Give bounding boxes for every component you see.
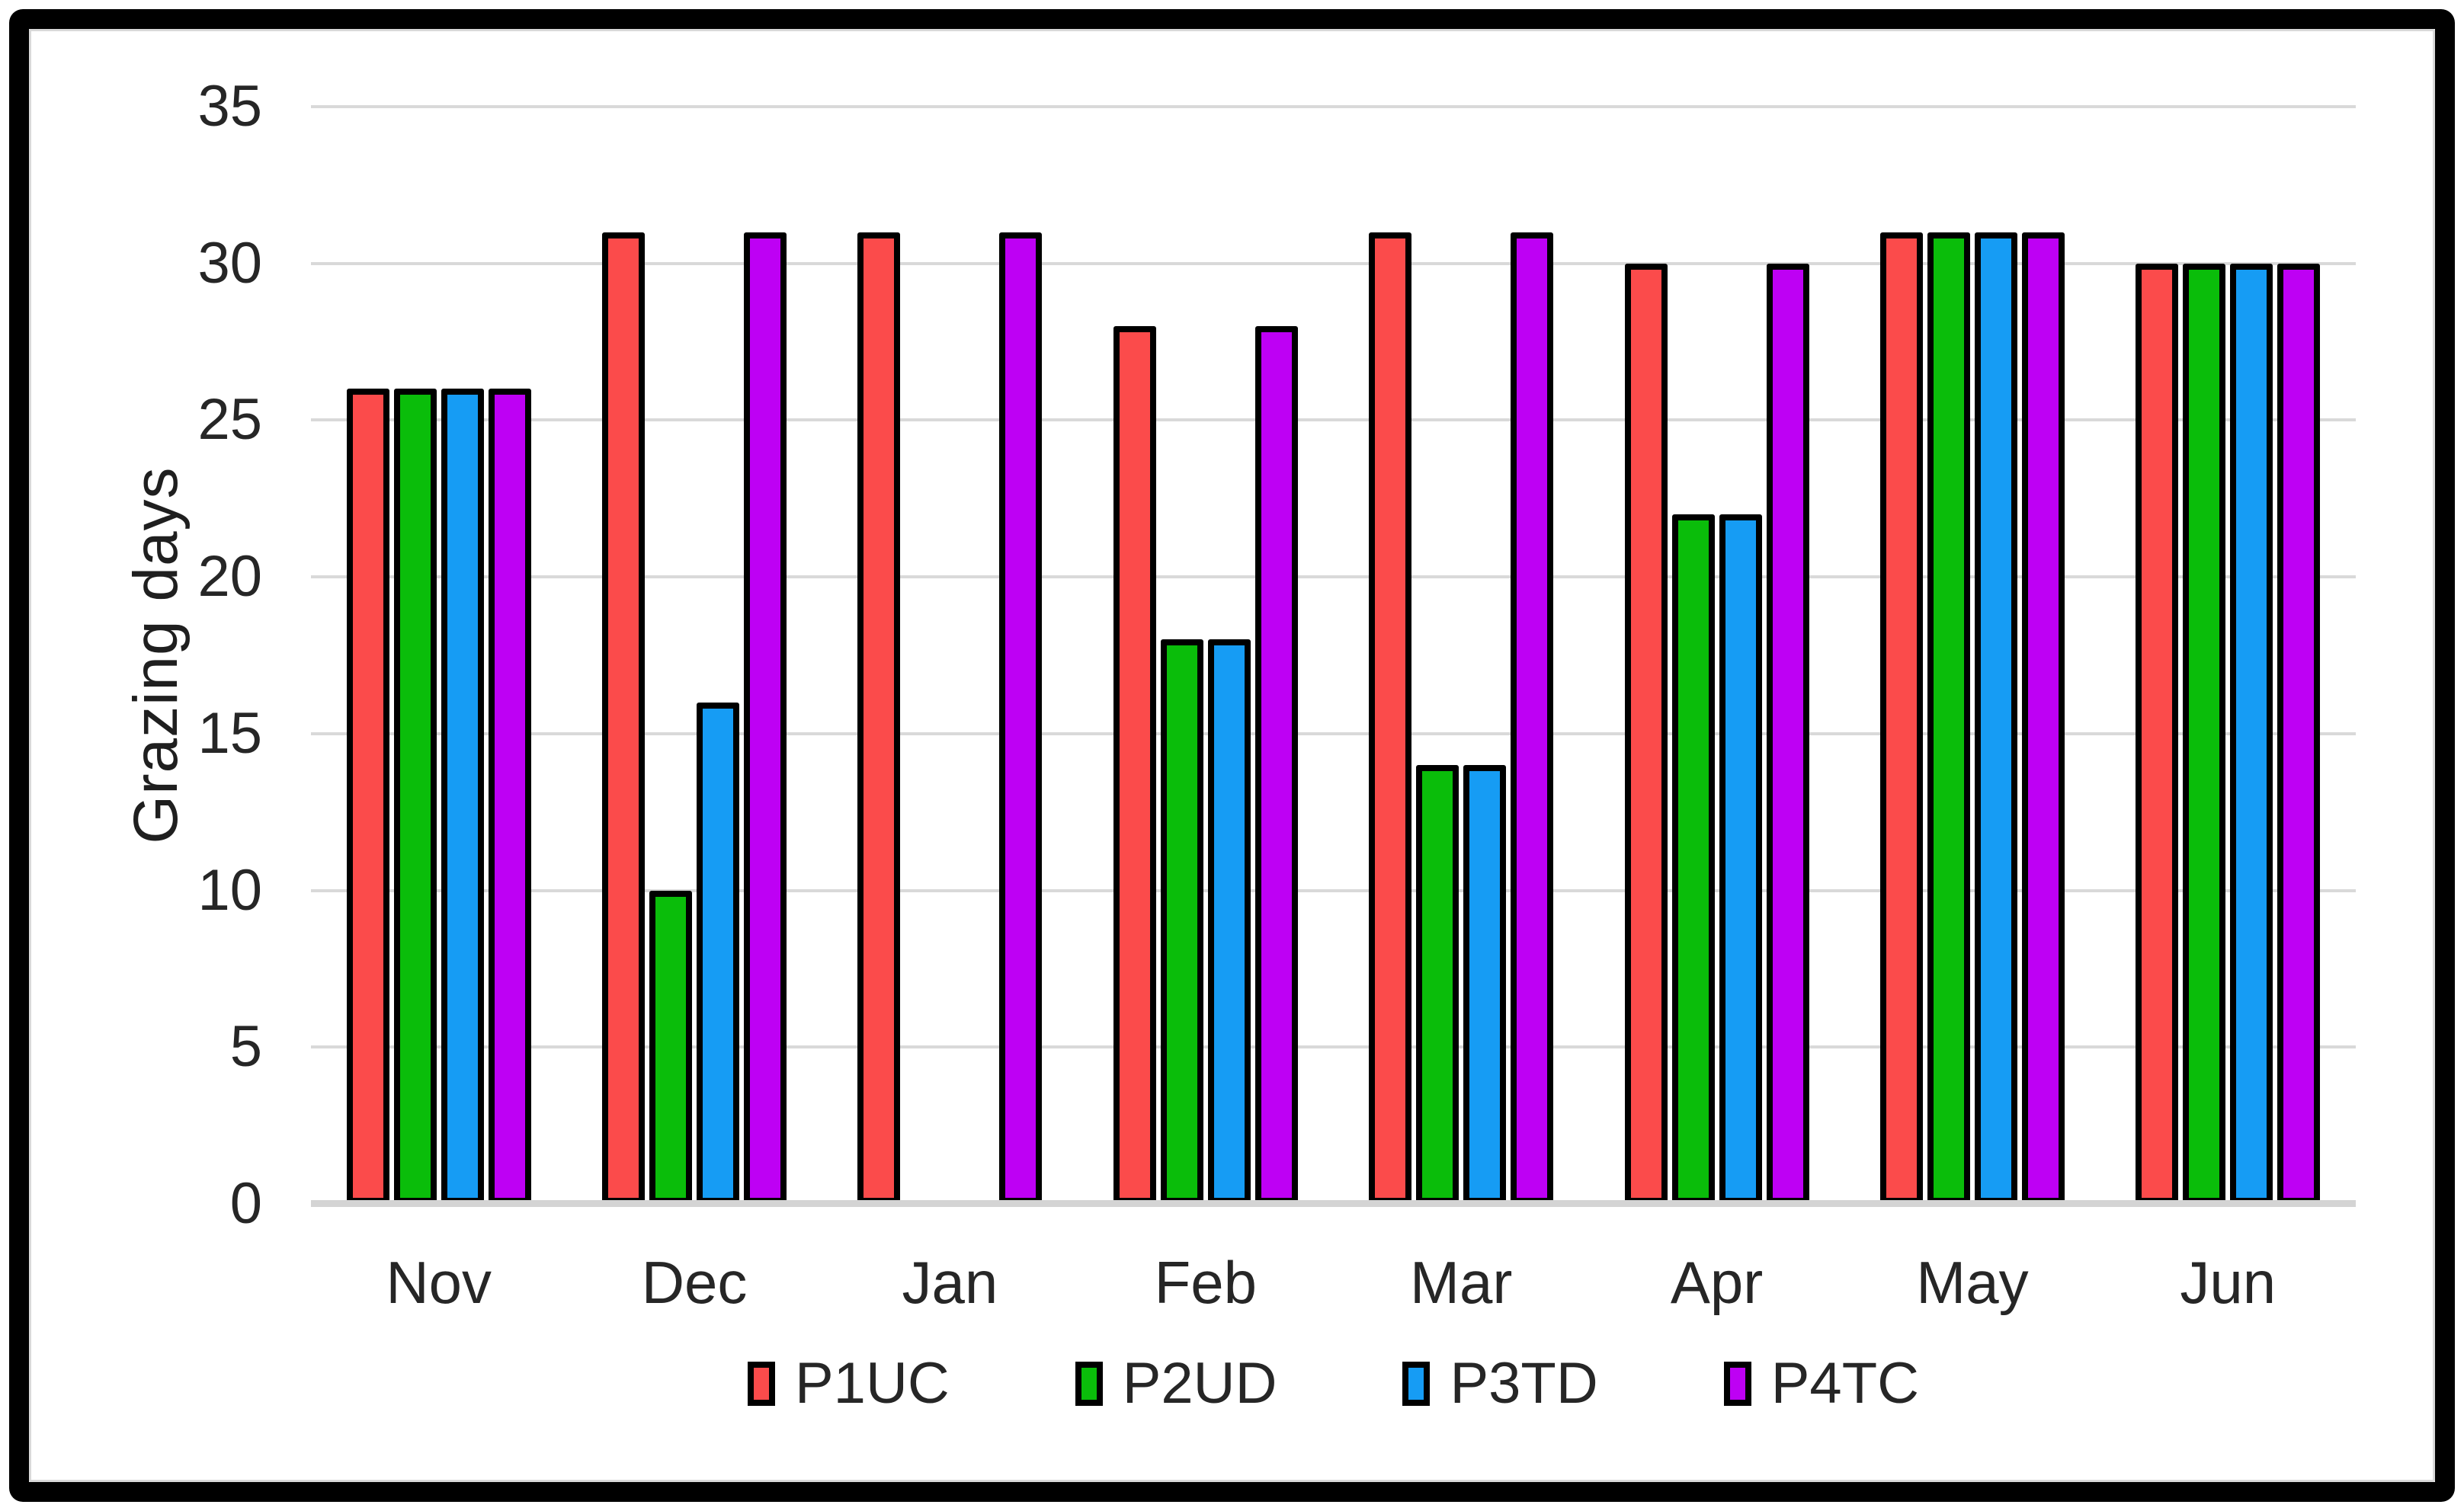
bar-p1uc-jun (2136, 263, 2179, 1204)
bar-p1uc-dec (602, 232, 646, 1204)
bar-group-dec (566, 107, 822, 1204)
bar-p1uc-may (1879, 232, 1923, 1204)
x-axis-label-nov: Nov (386, 1249, 492, 1316)
bar-group-may (1844, 107, 2100, 1204)
bar-p4tc-dec (744, 232, 787, 1204)
bar-p3td-feb (1207, 639, 1251, 1204)
legend-swatch-p2ud (1075, 1362, 1103, 1406)
bar-p4tc-may (2021, 232, 2065, 1204)
bar-p4tc-mar (1511, 232, 1554, 1204)
bar-group-feb (1078, 107, 1333, 1204)
bar-p4tc-jun (2277, 263, 2321, 1204)
bar-p4tc-nov (488, 389, 531, 1204)
bar-group-mar (1334, 107, 1589, 1204)
legend-swatch-p3td (1402, 1362, 1431, 1406)
bar-p2ud-may (1927, 232, 1970, 1204)
legend-label-p2ud: P2UD (1122, 1351, 1277, 1416)
y-tick-label-35: 35 (197, 74, 262, 139)
y-tick-label-5: 5 (229, 1014, 262, 1080)
x-axis-label-dec: Dec (641, 1249, 748, 1316)
bar-p4tc-feb (1254, 326, 1298, 1204)
bar-group-jan (822, 107, 1078, 1204)
legend-item-p2ud: P2UD (1075, 1355, 1277, 1413)
legend-label-p3td: P3TD (1450, 1351, 1598, 1416)
bar-p4tc-apr (1766, 263, 1809, 1204)
legend-label-p4tc: P4TC (1770, 1351, 1920, 1416)
gridline-35 (311, 105, 2356, 108)
bar-p2ud-feb (1160, 639, 1203, 1204)
gridline-30 (311, 261, 2356, 265)
bar-p3td-may (1974, 232, 2017, 1204)
y-tick-label-25: 25 (197, 387, 262, 453)
x-axis-label-may: May (1916, 1249, 2029, 1316)
bar-p1uc-mar (1369, 232, 1412, 1204)
x-axis-label-feb: Feb (1154, 1249, 1258, 1316)
bar-p2ud-dec (649, 890, 693, 1204)
legend-swatch-p1uc (747, 1362, 775, 1406)
bar-p3td-apr (1719, 514, 1762, 1204)
bar-p2ud-mar (1416, 765, 1459, 1204)
y-tick-label-0: 0 (229, 1171, 262, 1236)
bar-group-nov (311, 107, 566, 1204)
legend-swatch-p4tc (1723, 1362, 1751, 1406)
gridline-25 (311, 418, 2356, 422)
bar-p2ud-apr (1671, 514, 1715, 1204)
legend-item-p1uc: P1UC (747, 1351, 950, 1416)
bar-group-jun (2100, 107, 2356, 1204)
y-axis-title: Grazing days (121, 466, 191, 844)
x-axis-line (311, 1200, 2356, 1207)
bar-p3td-nov (441, 389, 484, 1204)
x-axis-label-jun: Jun (2180, 1249, 2277, 1316)
bar-p4tc-jan (999, 232, 1043, 1204)
y-tick-label-10: 10 (197, 857, 262, 923)
bar-p2ud-jun (2183, 263, 2226, 1204)
bar-p1uc-jan (857, 232, 901, 1204)
legend: P1UC P2UD P3TD P4TC (311, 1355, 2356, 1413)
x-axis-label-jan: Jan (902, 1249, 998, 1316)
bar-p3td-dec (697, 702, 740, 1204)
chart-outer-frame (9, 9, 2455, 1502)
x-axis-label-apr: Apr (1670, 1249, 1764, 1316)
y-tick-label-30: 30 (197, 230, 262, 296)
legend-label-p1uc: P1UC (794, 1351, 950, 1416)
y-tick-label-20: 20 (197, 544, 262, 610)
legend-item-p4tc: P4TC (1723, 1351, 1920, 1416)
bar-p2ud-nov (393, 389, 437, 1204)
bar-group-apr (1589, 107, 1844, 1204)
x-axis-label-mar: Mar (1410, 1249, 1513, 1316)
gridline-15 (311, 731, 2356, 735)
legend-item-p3td: P3TD (1402, 1351, 1598, 1416)
gridline-20 (311, 575, 2356, 579)
bar-p1uc-nov (346, 389, 389, 1204)
gridline-10 (311, 888, 2356, 892)
gridline-5 (311, 1045, 2356, 1049)
bar-p3td-mar (1463, 765, 1507, 1204)
plot-area (311, 105, 2356, 1207)
bar-p1uc-feb (1113, 326, 1156, 1204)
chart-area-border (29, 29, 2435, 1482)
bar-p3td-jun (2230, 263, 2273, 1204)
bar-p1uc-apr (1624, 263, 1668, 1204)
y-tick-label-15: 15 (197, 700, 262, 766)
